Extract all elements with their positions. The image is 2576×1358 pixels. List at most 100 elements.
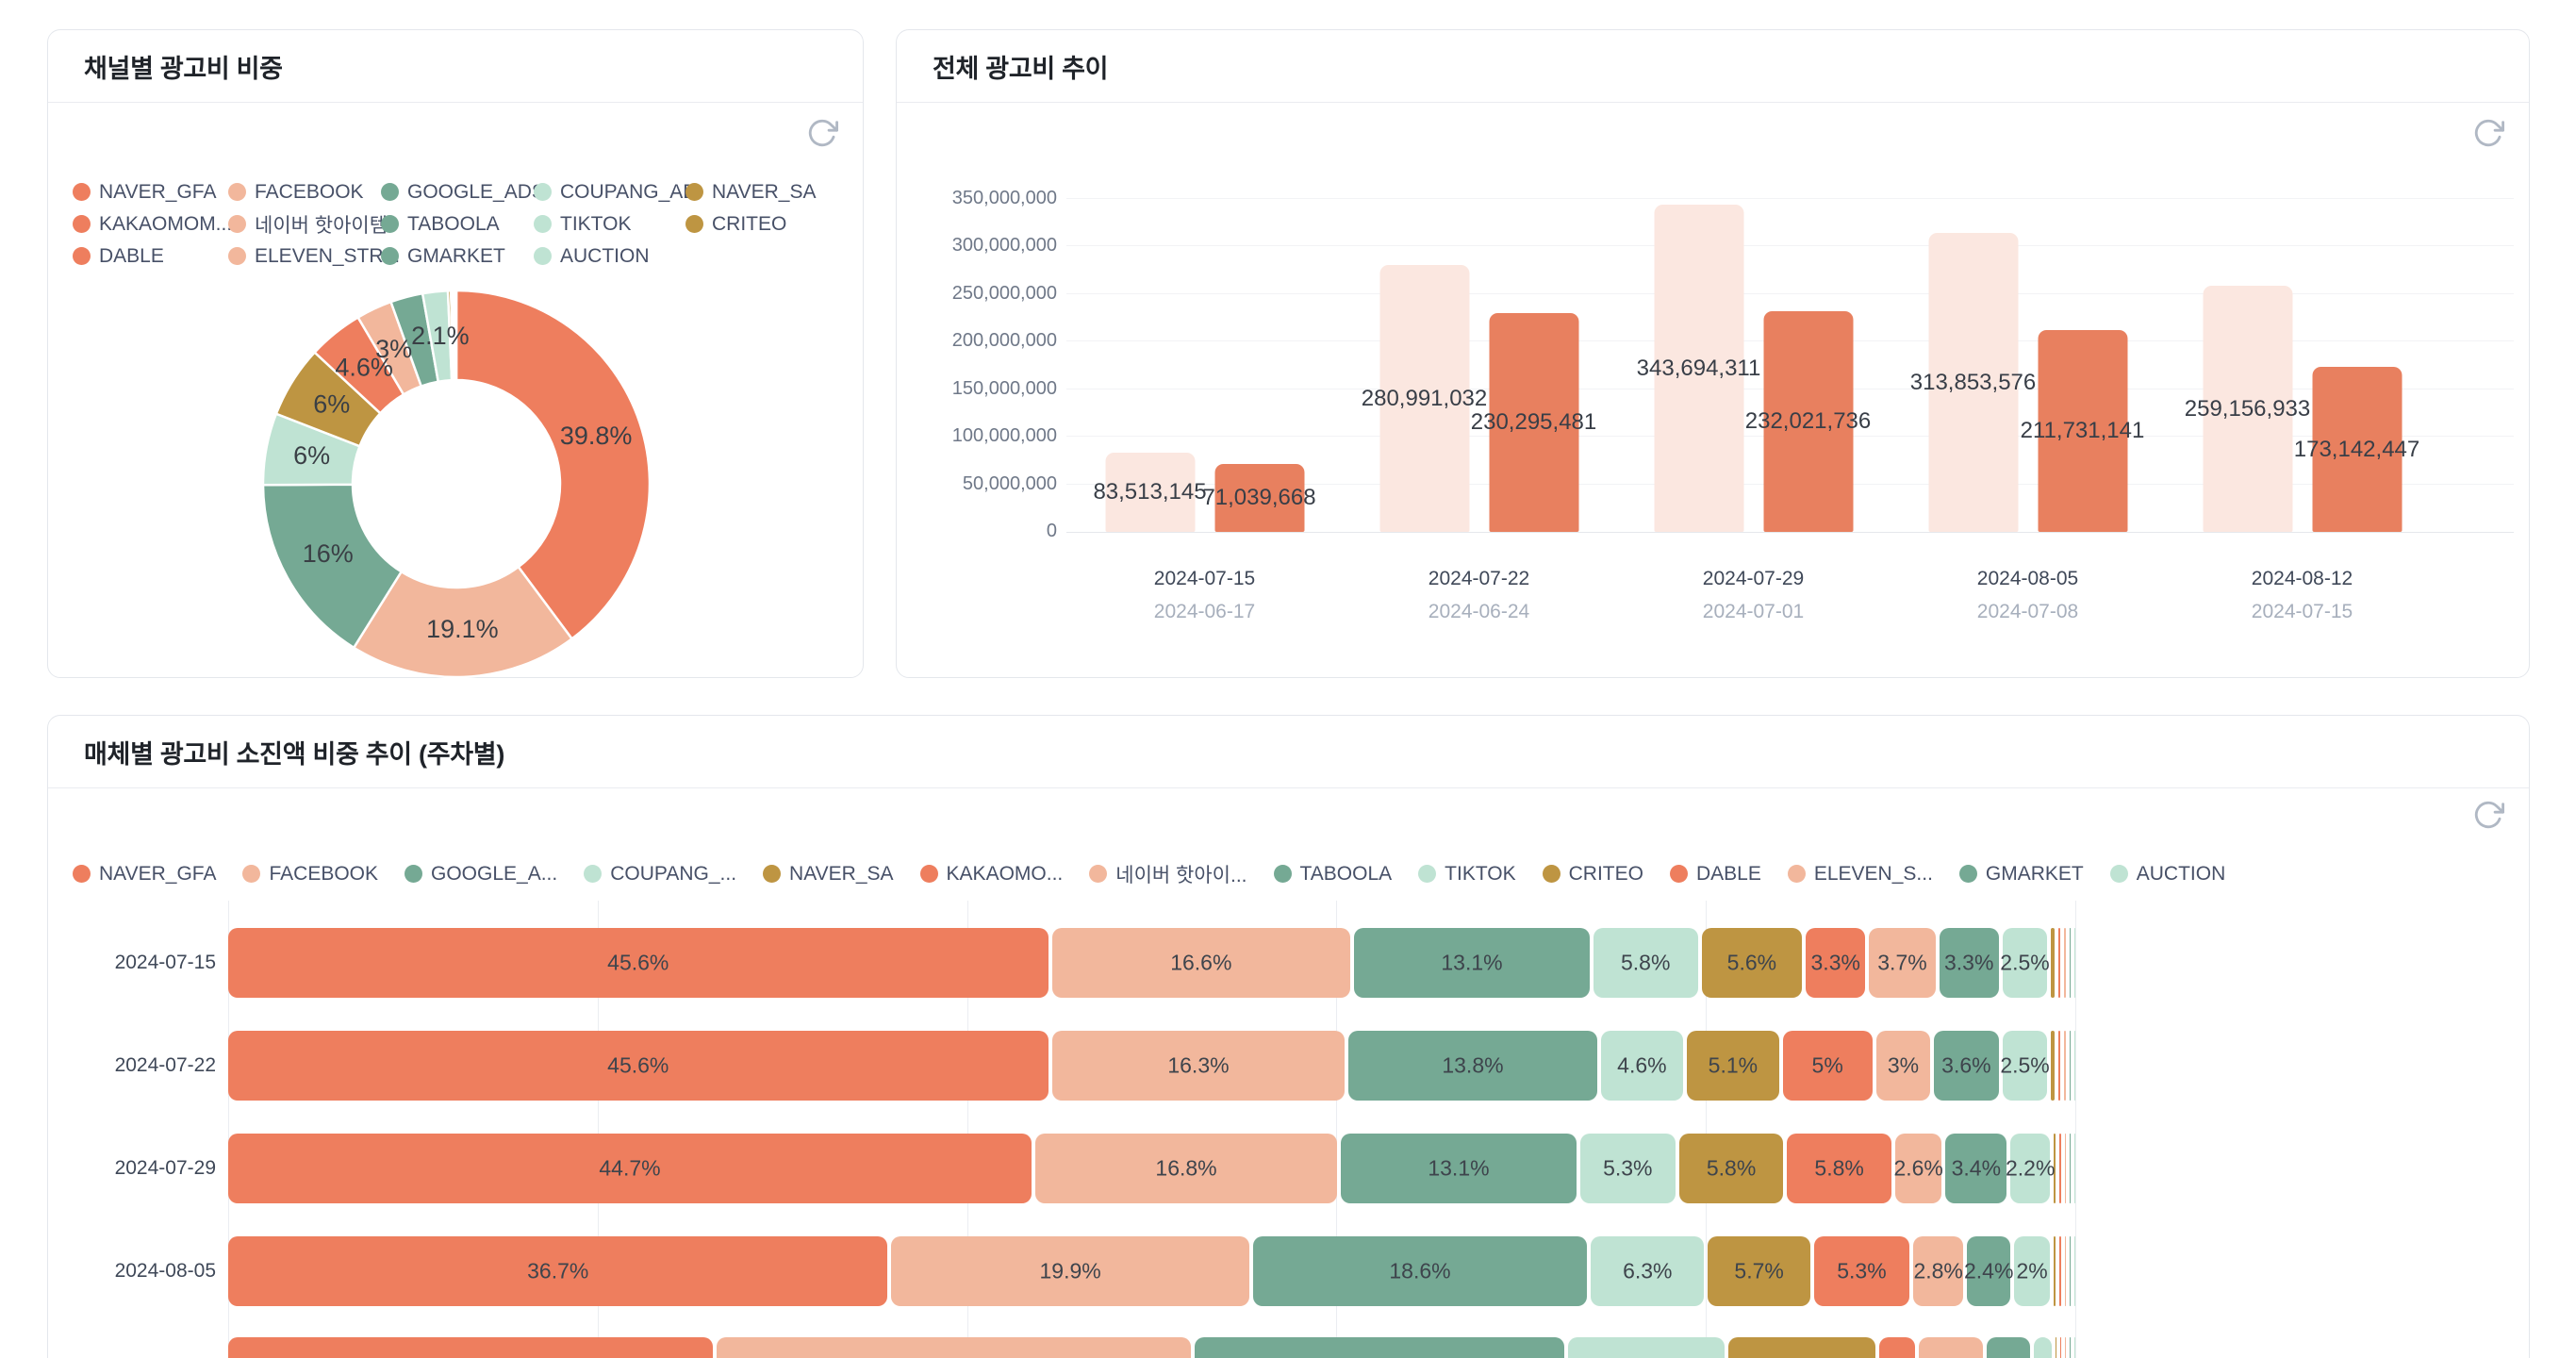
stacked-segment-네이버 핫아이...[interactable]: 2.6% bbox=[1893, 1134, 1943, 1203]
legend-item[interactable]: CRITEO bbox=[1542, 863, 1643, 885]
stacked-segment-NAVER_SA[interactable] bbox=[1727, 1337, 1875, 1358]
stacked-segment-COUPANG_...[interactable]: 5.3% bbox=[1579, 1134, 1676, 1203]
trend-bar-curr[interactable]: 71,039,668 bbox=[1202, 464, 1316, 532]
stacked-segment-COUPANG_...[interactable]: 5.8% bbox=[1593, 928, 1698, 998]
legend-item[interactable]: DABLE bbox=[73, 245, 228, 267]
stacked-segment-FACEBOOK[interactable]: 16.6% bbox=[1051, 928, 1351, 998]
stacked-segment-GOOGLE_A...[interactable]: 13.1% bbox=[1354, 928, 1590, 998]
legend-item[interactable]: GMARKET bbox=[1958, 863, 2084, 885]
stacked-segment-TABOOLA[interactable] bbox=[1987, 1337, 2030, 1358]
stacked-segment-CRITEO[interactable] bbox=[2054, 1134, 2056, 1203]
stacked-segment-ELEVEN_S...[interactable] bbox=[2064, 928, 2066, 998]
stacked-segment-NAVER_GFA[interactable]: 44.7% bbox=[228, 1134, 1032, 1203]
donut-slice-GOOGLE_ADS[interactable] bbox=[261, 483, 404, 650]
legend-item[interactable]: TABOOLA bbox=[1273, 863, 1392, 885]
trend-bar-prev[interactable]: 343,694,311 bbox=[1637, 205, 1760, 532]
legend-item[interactable]: AUCTION bbox=[534, 245, 685, 267]
legend-item[interactable]: 네이버 핫아이... bbox=[1089, 863, 1247, 886]
stacked-segment-KAKAOMO...[interactable] bbox=[1878, 1337, 1915, 1358]
stacked-segment-GMARKET[interactable] bbox=[2069, 928, 2071, 998]
stacked-segment-TIKTOK[interactable]: 2.5% bbox=[2000, 928, 2050, 998]
stacked-segment-KAKAOMO...[interactable]: 5.3% bbox=[1813, 1236, 1909, 1306]
stacked-segment-NAVER_GFA[interactable] bbox=[228, 1337, 714, 1358]
trend-bar-prev[interactable]: 313,853,576 bbox=[1910, 233, 2036, 532]
stacked-segment-TABOOLA[interactable]: 3.3% bbox=[1939, 928, 1999, 998]
legend-item[interactable]: GMARKET bbox=[381, 245, 534, 267]
stacked-segment-TABOOLA[interactable]: 3.6% bbox=[1934, 1031, 1999, 1101]
stacked-segment-TIKTOK[interactable]: 2% bbox=[2014, 1236, 2051, 1306]
trend-bar-prev[interactable]: 259,156,933 bbox=[2185, 286, 2310, 532]
refresh-button[interactable] bbox=[2472, 117, 2504, 149]
stacked-segment-TIKTOK[interactable]: 2.5% bbox=[2000, 1031, 2050, 1101]
legend-item[interactable]: CRITEO bbox=[685, 213, 840, 235]
stacked-segment-네이버 핫아이...[interactable]: 3.7% bbox=[1869, 928, 1936, 998]
stacked-segment-ELEVEN_S...[interactable] bbox=[2065, 1134, 2066, 1203]
stacked-segment-COUPANG_...[interactable]: 6.3% bbox=[1591, 1236, 1705, 1306]
stacked-segment-GMARKET[interactable] bbox=[2070, 1236, 2072, 1306]
donut-chart[interactable]: 39.8% 19.1% 16% 6% 6% 4.6%3% 2.1% bbox=[258, 286, 654, 682]
stacked-segment-TABOOLA[interactable]: 3.4% bbox=[1945, 1134, 2007, 1203]
legend-item[interactable]: TIKTOK bbox=[1418, 863, 1516, 885]
legend-item[interactable]: KAKAOMOM... bbox=[73, 213, 232, 235]
trend-bar-curr[interactable]: 211,731,141 bbox=[2021, 330, 2144, 532]
stacked-segment-NAVER_GFA[interactable]: 45.6% bbox=[228, 1031, 1049, 1101]
stacked-segment-FACEBOOK[interactable]: 19.9% bbox=[891, 1236, 1249, 1306]
stacked-segment-TIKTOK[interactable] bbox=[2033, 1337, 2052, 1358]
stacked-segment-GMARKET[interactable] bbox=[2070, 1031, 2071, 1101]
stacked-segment-ELEVEN_S...[interactable] bbox=[2064, 1337, 2066, 1358]
stacked-segment-ELEVEN_S...[interactable] bbox=[2065, 1236, 2067, 1306]
refresh-button[interactable] bbox=[2472, 799, 2504, 831]
legend-item[interactable]: FACEBOOK bbox=[242, 863, 378, 885]
stacked-segment-네이버 핫아이...[interactable]: 3% bbox=[1875, 1031, 1931, 1101]
trend-bar-curr[interactable]: 173,142,447 bbox=[2294, 367, 2419, 532]
stacked-segment-GOOGLE_A...[interactable]: 13.8% bbox=[1348, 1031, 1597, 1101]
stacked-segment-NAVER_SA[interactable]: 5.8% bbox=[1678, 1134, 1784, 1203]
legend-item[interactable]: DABLE bbox=[1669, 863, 1761, 885]
stacked-segment-AUCTION[interactable] bbox=[2073, 928, 2075, 998]
stacked-segment-CRITEO[interactable] bbox=[2051, 928, 2056, 998]
stacked-segment-TIKTOK[interactable]: 2.2% bbox=[2006, 1134, 2055, 1203]
stacked-segment-KAKAOMO...[interactable]: 5.8% bbox=[1787, 1134, 1891, 1203]
trend-bar-prev[interactable]: 280,991,032 bbox=[1362, 265, 1487, 532]
stacked-segment-NAVER_GFA[interactable]: 36.7% bbox=[228, 1236, 888, 1306]
stacked-segment-네이버 핫아이...[interactable]: 2.8% bbox=[1912, 1236, 1964, 1306]
stacked-segment-CRITEO[interactable] bbox=[2054, 1236, 2056, 1306]
refresh-button[interactable] bbox=[806, 117, 838, 149]
stacked-segment-FACEBOOK[interactable]: 16.8% bbox=[1034, 1134, 1338, 1203]
stacked-segment-GMARKET[interactable] bbox=[2070, 1134, 2071, 1203]
legend-item[interactable]: KAKAOMO... bbox=[919, 863, 1063, 885]
donut-slice-NAVER_GFA[interactable] bbox=[454, 289, 652, 641]
stacked-segment-AUCTION[interactable] bbox=[2074, 1031, 2075, 1101]
legend-item[interactable]: NAVER_GFA bbox=[73, 863, 216, 885]
legend-item[interactable]: NAVER_GFA bbox=[73, 181, 228, 203]
stacked-segment-GOOGLE_A...[interactable]: 18.6% bbox=[1252, 1236, 1588, 1306]
stacked-segment-ELEVEN_S...[interactable] bbox=[2064, 1031, 2066, 1101]
stacked-segment-DABLE[interactable] bbox=[2059, 1337, 2061, 1358]
stacked-segment-FACEBOOK[interactable] bbox=[717, 1337, 1191, 1358]
stacked-segment-DABLE[interactable] bbox=[2059, 1134, 2061, 1203]
stacked-segment-NAVER_SA[interactable]: 5.1% bbox=[1687, 1031, 1779, 1101]
donut-slice-AUCTION[interactable] bbox=[454, 289, 458, 382]
stacked-segment-GOOGLE_A...[interactable]: 13.1% bbox=[1341, 1134, 1577, 1203]
legend-item[interactable]: GOOGLE_A... bbox=[405, 863, 557, 885]
stacked-segment-NAVER_GFA[interactable]: 45.6% bbox=[228, 928, 1049, 998]
legend-item[interactable]: NAVER_SA bbox=[763, 863, 894, 885]
legend-item[interactable]: ELEVEN_S... bbox=[1787, 863, 1933, 885]
stacked-segment-AUCTION[interactable] bbox=[2073, 1337, 2075, 1358]
donut-slice-FACEBOOK[interactable] bbox=[352, 565, 574, 679]
stacked-segment-AUCTION[interactable] bbox=[2074, 1236, 2076, 1306]
stacked-segment-GOOGLE_A...[interactable] bbox=[1194, 1337, 1564, 1358]
stacked-segment-NAVER_SA[interactable]: 5.7% bbox=[1708, 1236, 1810, 1306]
trend-bar-curr[interactable]: 230,295,481 bbox=[1471, 313, 1596, 532]
stacked-segment-네이버 핫아이...[interactable] bbox=[1918, 1337, 1984, 1358]
stacked-segment-TABOOLA[interactable]: 2.4% bbox=[1964, 1236, 2013, 1306]
legend-item[interactable]: COUPANG_AD bbox=[534, 181, 697, 203]
legend-item[interactable]: FACEBOOK bbox=[228, 181, 381, 203]
stacked-segment-CRITEO[interactable] bbox=[2051, 1031, 2056, 1101]
stacked-segment-GMARKET[interactable] bbox=[2069, 1337, 2071, 1358]
stacked-segment-KAKAOMO...[interactable]: 5% bbox=[1782, 1031, 1873, 1101]
legend-item[interactable]: 네이버 핫아이템 bbox=[228, 213, 388, 237]
legend-item[interactable]: ELEVEN_STR... bbox=[228, 245, 400, 267]
stacked-segment-DABLE[interactable] bbox=[2059, 1236, 2062, 1306]
stacked-segment-DABLE[interactable] bbox=[2058, 928, 2061, 998]
